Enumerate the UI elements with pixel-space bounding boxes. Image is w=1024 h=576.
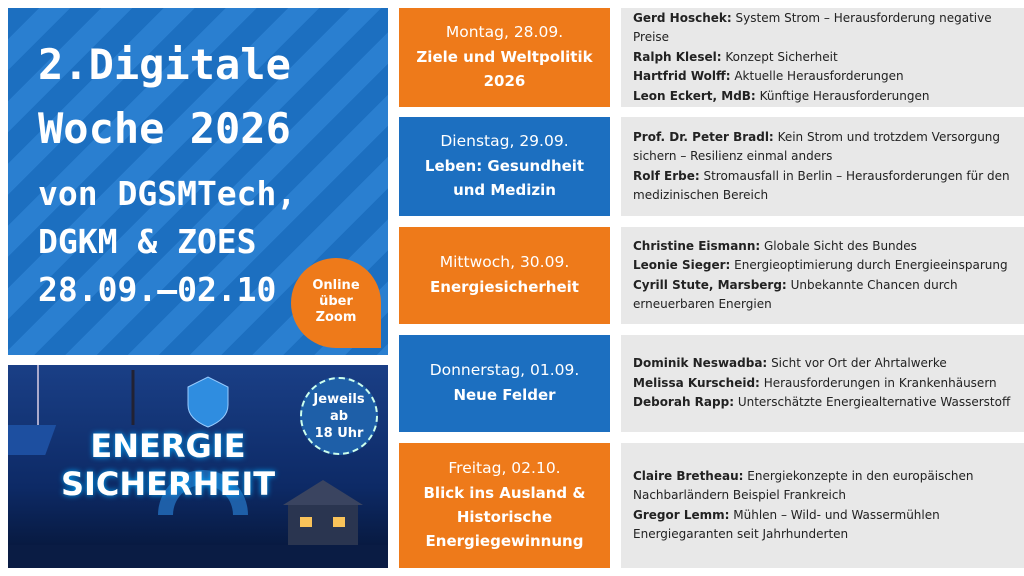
- speaker: Claire Bretheau: Energiekonzepte in den …: [633, 467, 1012, 506]
- day-date: Freitag, 02.10.: [448, 458, 561, 477]
- title-line: 28.09.–02.10: [38, 270, 277, 309]
- badge-line: über: [319, 294, 353, 309]
- day-topic: Ziele und Weltpolitik 2026: [416, 47, 593, 90]
- badge-line: Zoom: [315, 310, 357, 325]
- speaker: Leonie Sieger: Energieoptimierung durch …: [633, 256, 1012, 276]
- speaker-talk: Mühlen – Wild- und Wassermühlen Energieg…: [633, 507, 940, 542]
- title-line: 2.Digitale: [38, 40, 291, 89]
- title-line: DGKM & ZOES: [38, 222, 257, 261]
- speaker: Hartfrid Wolff: Aktuelle Herausforderung…: [633, 67, 1012, 87]
- speaker: Prof. Dr. Peter Bradl: Kein Strom und tr…: [633, 128, 1012, 167]
- title-line: von DGSMTech,: [38, 174, 297, 213]
- badge-line: Jeweils: [313, 392, 365, 407]
- speaker-name: Hartfrid Wolff:: [633, 69, 731, 84]
- day-row: Freitag, 02.10. Blick ins Ausland & Histo…: [399, 443, 1024, 568]
- zoom-badge: Online über Zoom: [291, 258, 381, 348]
- speaker-name: Leon Eckert, MdB:: [633, 88, 756, 103]
- day-topic: Leben: Gesundheit und Medizin: [424, 156, 585, 199]
- image-title: ENERGIE: [90, 427, 246, 465]
- day-date: Dienstag, 29.09.: [440, 131, 569, 150]
- speaker-talk: Energieoptimierung durch Energieeinsparu…: [734, 258, 1008, 272]
- speaker-name: Gerd Hoschek:: [633, 10, 732, 25]
- speaker-talk: Konzept Sicherheit: [725, 49, 838, 64]
- speaker-name: Prof. Dr. Peter Bradl:: [633, 129, 774, 144]
- day-date: Donnerstag, 01.09.: [429, 360, 580, 379]
- speaker-talk: Unterschätzte Energiealternative Wassers…: [737, 395, 1011, 410]
- speaker-talk: Herausforderungen in Krankenhäusern: [763, 375, 997, 390]
- day-row: Mittwoch, 30.09. Energiesicherheit Christi…: [399, 227, 1024, 324]
- speaker: Melissa Kurscheid: Herausforderungen in …: [633, 374, 1012, 394]
- speaker-name: Rolf Erbe:: [633, 168, 700, 183]
- energy-image: ENERGIE SICHERHEIT Jeweils ab 18 Uhr: [8, 365, 388, 568]
- title-panel: 2.Digitale Woche 2026 von DGSMTech, DGKM…: [8, 8, 388, 355]
- speakers: Dominik Neswadba: Sicht vor Ort der Ahrt…: [621, 335, 1024, 432]
- day-box: Donnerstag, 01.09. Neue Felder: [399, 335, 610, 432]
- day-date: Mittwoch, 30.09.: [439, 252, 570, 271]
- day-date: Montag, 28.09.: [445, 22, 564, 41]
- speaker-talk: Kein Strom und trotzdem Versorgung siche…: [633, 129, 1001, 164]
- day-row: Dienstag, 29.09. Leben: Gesundheit und Me…: [399, 117, 1024, 216]
- speaker-talk: Unbekannte Chancen durch erneuerbaren En…: [633, 277, 958, 312]
- speaker: Christine Eismann: Globale Sicht des Bun…: [633, 237, 1012, 257]
- speaker-name: Christine Eismann:: [633, 238, 761, 253]
- speaker-talk: Energiekonzepte in den europäischen Nach…: [633, 468, 974, 503]
- image-title: SICHERHEIT: [60, 465, 276, 503]
- speaker-name: Dominik Neswadba:: [633, 356, 768, 371]
- speaker-name: Melissa Kurscheid:: [633, 375, 760, 390]
- time-badge: Jeweils ab 18 Uhr: [300, 377, 378, 455]
- speaker: Gerd Hoschek: System Strom – Herausforde…: [633, 9, 1012, 48]
- title-line: Woche 2026: [38, 104, 291, 153]
- day-topic: Neue Felder: [453, 385, 556, 404]
- badge-line: 18 Uhr: [314, 426, 364, 441]
- day-topic: Blick ins Ausland & Historische Energieg…: [423, 483, 586, 550]
- speakers: Gerd Hoschek: System Strom – Herausforde…: [621, 8, 1024, 107]
- speaker: Ralph Klesel: Konzept Sicherheit: [633, 48, 1012, 68]
- speaker-talk: System Strom – Herausforderung negative …: [633, 10, 992, 45]
- day-box: Freitag, 02.10. Blick ins Ausland & Histo…: [399, 443, 610, 568]
- speakers: Claire Bretheau: Energiekonzepte in den …: [621, 443, 1024, 568]
- speaker-name: Claire Bretheau:: [633, 468, 744, 483]
- speaker: Gregor Lemm: Mühlen – Wild- und Wassermü…: [633, 506, 1012, 545]
- day-box: Dienstag, 29.09. Leben: Gesundheit und Me…: [399, 117, 610, 216]
- speaker-name: Ralph Klesel:: [633, 49, 722, 64]
- speaker: Rolf Erbe: Stromausfall in Berlin – Hera…: [633, 167, 1012, 206]
- day-row: Montag, 28.09. Ziele und Weltpolitik 2026…: [399, 8, 1024, 107]
- speaker: Cyrill Stute, Marsberg: Unbekannte Chanc…: [633, 276, 1012, 315]
- speaker-talk: Künftige Herausforderungen: [759, 88, 930, 103]
- speaker-name: Deborah Rapp:: [633, 395, 734, 410]
- day-box: Mittwoch, 30.09. Energiesicherheit: [399, 227, 610, 324]
- day-row: Donnerstag, 01.09. Neue Felder Dominik Nes…: [399, 335, 1024, 432]
- speaker-name: Leonie Sieger:: [633, 258, 731, 272]
- badge-line: ab: [329, 409, 349, 424]
- speaker: Leon Eckert, MdB: Künftige Herausforderu…: [633, 87, 1012, 107]
- speaker: Deborah Rapp: Unterschätzte Energiealter…: [633, 393, 1012, 413]
- speaker-name: Gregor Lemm:: [633, 507, 730, 522]
- speaker-talk: Globale Sicht des Bundes: [764, 238, 917, 253]
- speaker-talk: Aktuelle Herausforderungen: [734, 69, 904, 84]
- badge-line: Online: [312, 278, 360, 293]
- speakers: Christine Eismann: Globale Sicht des Bun…: [621, 227, 1024, 324]
- speaker: Dominik Neswadba: Sicht vor Ort der Ahrt…: [633, 354, 1012, 374]
- speaker-talk: Stromausfall in Berlin – Herausforderung…: [633, 168, 1010, 203]
- day-box: Montag, 28.09. Ziele und Weltpolitik 2026: [399, 8, 610, 107]
- speaker-talk: Sicht vor Ort der Ahrtalwerke: [771, 356, 947, 371]
- speakers: Prof. Dr. Peter Bradl: Kein Strom und tr…: [621, 117, 1024, 216]
- speaker-name: Cyrill Stute, Marsberg:: [633, 277, 787, 292]
- day-topic: Energiesicherheit: [430, 277, 579, 296]
